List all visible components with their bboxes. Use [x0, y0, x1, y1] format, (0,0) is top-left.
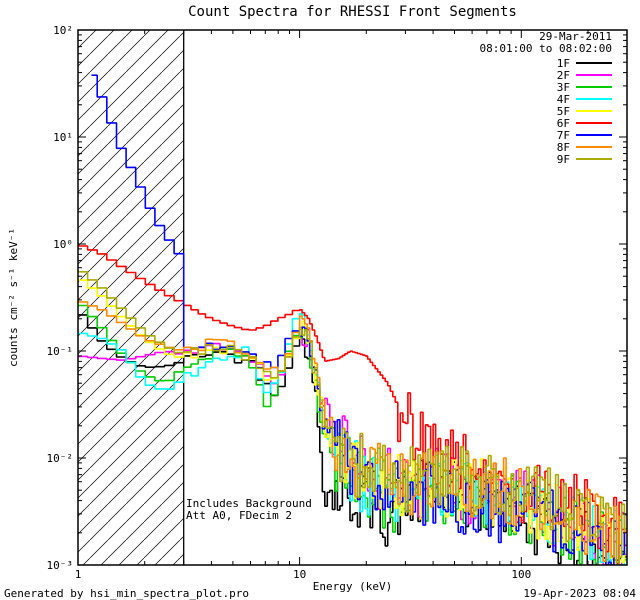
x-axis-label: Energy (keV): [312, 580, 393, 593]
y-tick-label: 10¹: [53, 131, 73, 144]
y-tick-label: 10⁻²: [47, 452, 74, 465]
legend-item-8F: 8F: [556, 140, 612, 154]
footer-timestamp: 19-Apr-2023 08:04: [523, 587, 636, 600]
curves-group: [78, 74, 627, 565]
legend-color-line: [576, 62, 612, 64]
note-attenuator: Att A0, FDecim 2: [186, 509, 292, 522]
obs-date: 29-Mar-2011: [539, 30, 612, 43]
y-tick-label: 10⁻¹: [47, 345, 74, 358]
legend-item-3F: 3F: [556, 80, 612, 94]
series-9F: [78, 271, 627, 564]
legend-item-1F: 1F: [556, 56, 612, 70]
legend-item-6F: 6F: [556, 116, 612, 130]
legend-item-5F: 5F: [556, 104, 612, 118]
legend-label: 5F: [556, 104, 570, 118]
y-tick-label: 10⁰: [53, 238, 73, 251]
x-tick-label: 100: [511, 568, 531, 581]
legend-label: 6F: [556, 116, 570, 130]
legend-color-line: [576, 98, 612, 100]
axes-frame: [77, 29, 628, 566]
plot-notes: Includes Background Att A0, FDecim 2: [186, 498, 312, 522]
legend-color-line: [576, 74, 612, 76]
legend-label: 3F: [556, 80, 570, 94]
y-tick-label: 10⁻³: [47, 559, 74, 572]
x-tick-label: 1: [75, 568, 82, 581]
legend-label: 7F: [556, 128, 570, 142]
legend-item-2F: 2F: [556, 68, 612, 82]
legend: 1F 2F 3F 4F 5F 6F 7F 8F 9F: [556, 56, 612, 166]
legend-item-4F: 4F: [556, 92, 612, 106]
legend-color-line: [576, 158, 612, 160]
page-title: Count Spectra for RHESSI Front Segments: [188, 4, 517, 20]
x-tick-label: 10: [293, 568, 306, 581]
legend-color-line: [576, 110, 612, 112]
y-axis-label: counts cm⁻² s⁻¹ keV⁻¹: [7, 228, 20, 367]
legend-color-line: [576, 86, 612, 88]
hatch-region: [78, 30, 184, 565]
y-tick-label: 10²: [53, 24, 73, 37]
legend-label: 8F: [556, 140, 570, 154]
legend-label: 1F: [556, 56, 570, 70]
legend-color-line: [576, 122, 612, 124]
obs-time-range: 08:01:00 to 08:02:00: [479, 42, 612, 55]
legend-item-9F: 9F: [556, 152, 612, 166]
time-annotation: 29-Mar-2011 08:01:00 to 08:02:00: [480, 31, 612, 55]
legend-color-line: [576, 146, 612, 148]
legend-label: 9F: [556, 152, 570, 166]
series-6F: [78, 245, 627, 561]
legend-label: 2F: [556, 68, 570, 82]
footer-generator: Generated by hsi_min_spectra_plot.pro: [4, 587, 250, 600]
legend-color-line: [576, 134, 612, 136]
note-background: Includes Background: [186, 497, 312, 510]
legend-item-7F: 7F: [556, 128, 612, 142]
legend-label: 4F: [556, 92, 570, 106]
